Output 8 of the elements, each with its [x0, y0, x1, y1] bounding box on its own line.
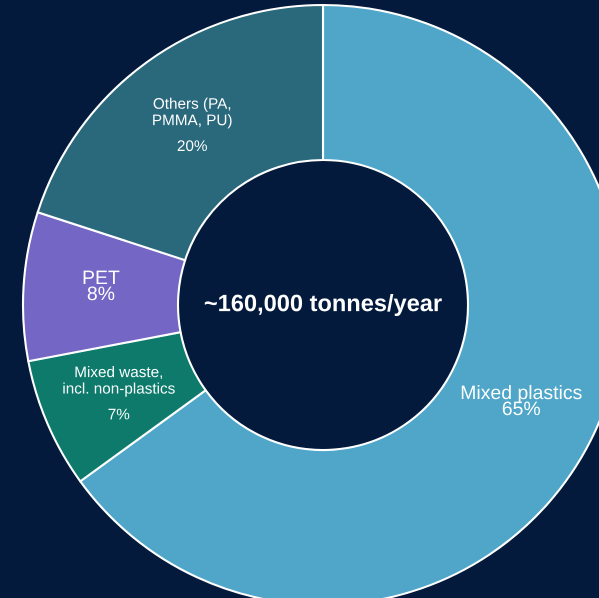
data-label: 7% — [108, 408, 130, 420]
data-label: 20% — [178, 140, 207, 152]
data-label: 65% — [502, 401, 540, 416]
slice-label: Others (PA, PMMA, PU) — [153, 98, 232, 128]
slice-label: Mixed waste, incl. non-plastics — [63, 366, 175, 397]
data-label: 8% — [88, 286, 114, 300]
slice-label: PET — [84, 270, 120, 284]
text: ~160,000 tonnes/year — [204, 294, 442, 316]
